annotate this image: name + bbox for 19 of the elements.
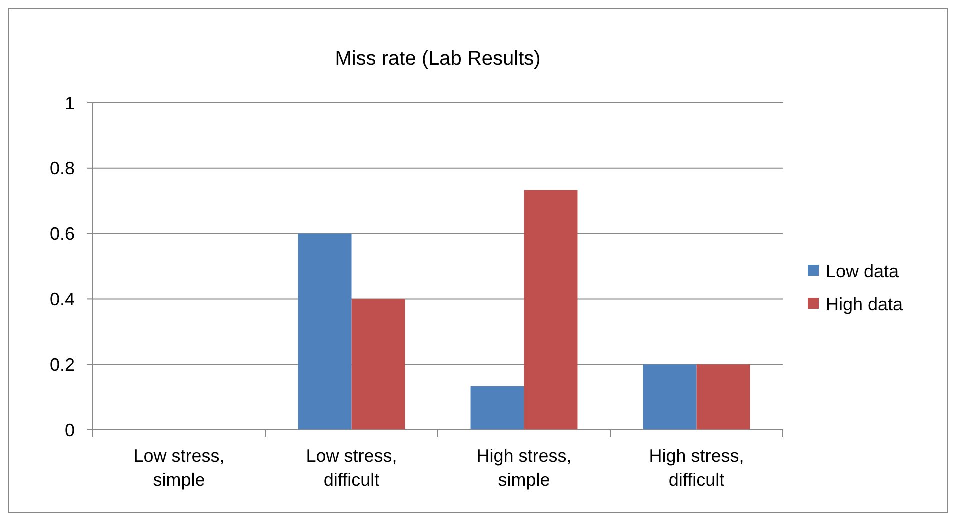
bar [696, 364, 750, 430]
y-tick-label: 0.6 [50, 224, 75, 244]
legend-label: High data [826, 294, 904, 314]
bar [298, 234, 352, 430]
x-tick-label: Low stress, simple [134, 446, 225, 490]
x-tick-label: Low stress, difficult [306, 446, 398, 490]
chart-title: Miss rate (Lab Results) [335, 48, 541, 70]
x-tick-label: High stress, difficult [649, 446, 744, 490]
y-tick-label: 0.4 [50, 290, 75, 310]
y-tick-label: 1 [64, 93, 75, 114]
x-tick-label: High stress, simple [476, 446, 572, 490]
bar [524, 190, 578, 430]
bar [352, 299, 406, 430]
bar [470, 386, 524, 430]
y-tick-label: 0.2 [50, 354, 75, 375]
y-tick-label: 0 [64, 420, 75, 440]
bar [643, 364, 697, 430]
y-tick-label: 0.8 [50, 158, 75, 179]
legend-label: Low data [826, 261, 900, 282]
